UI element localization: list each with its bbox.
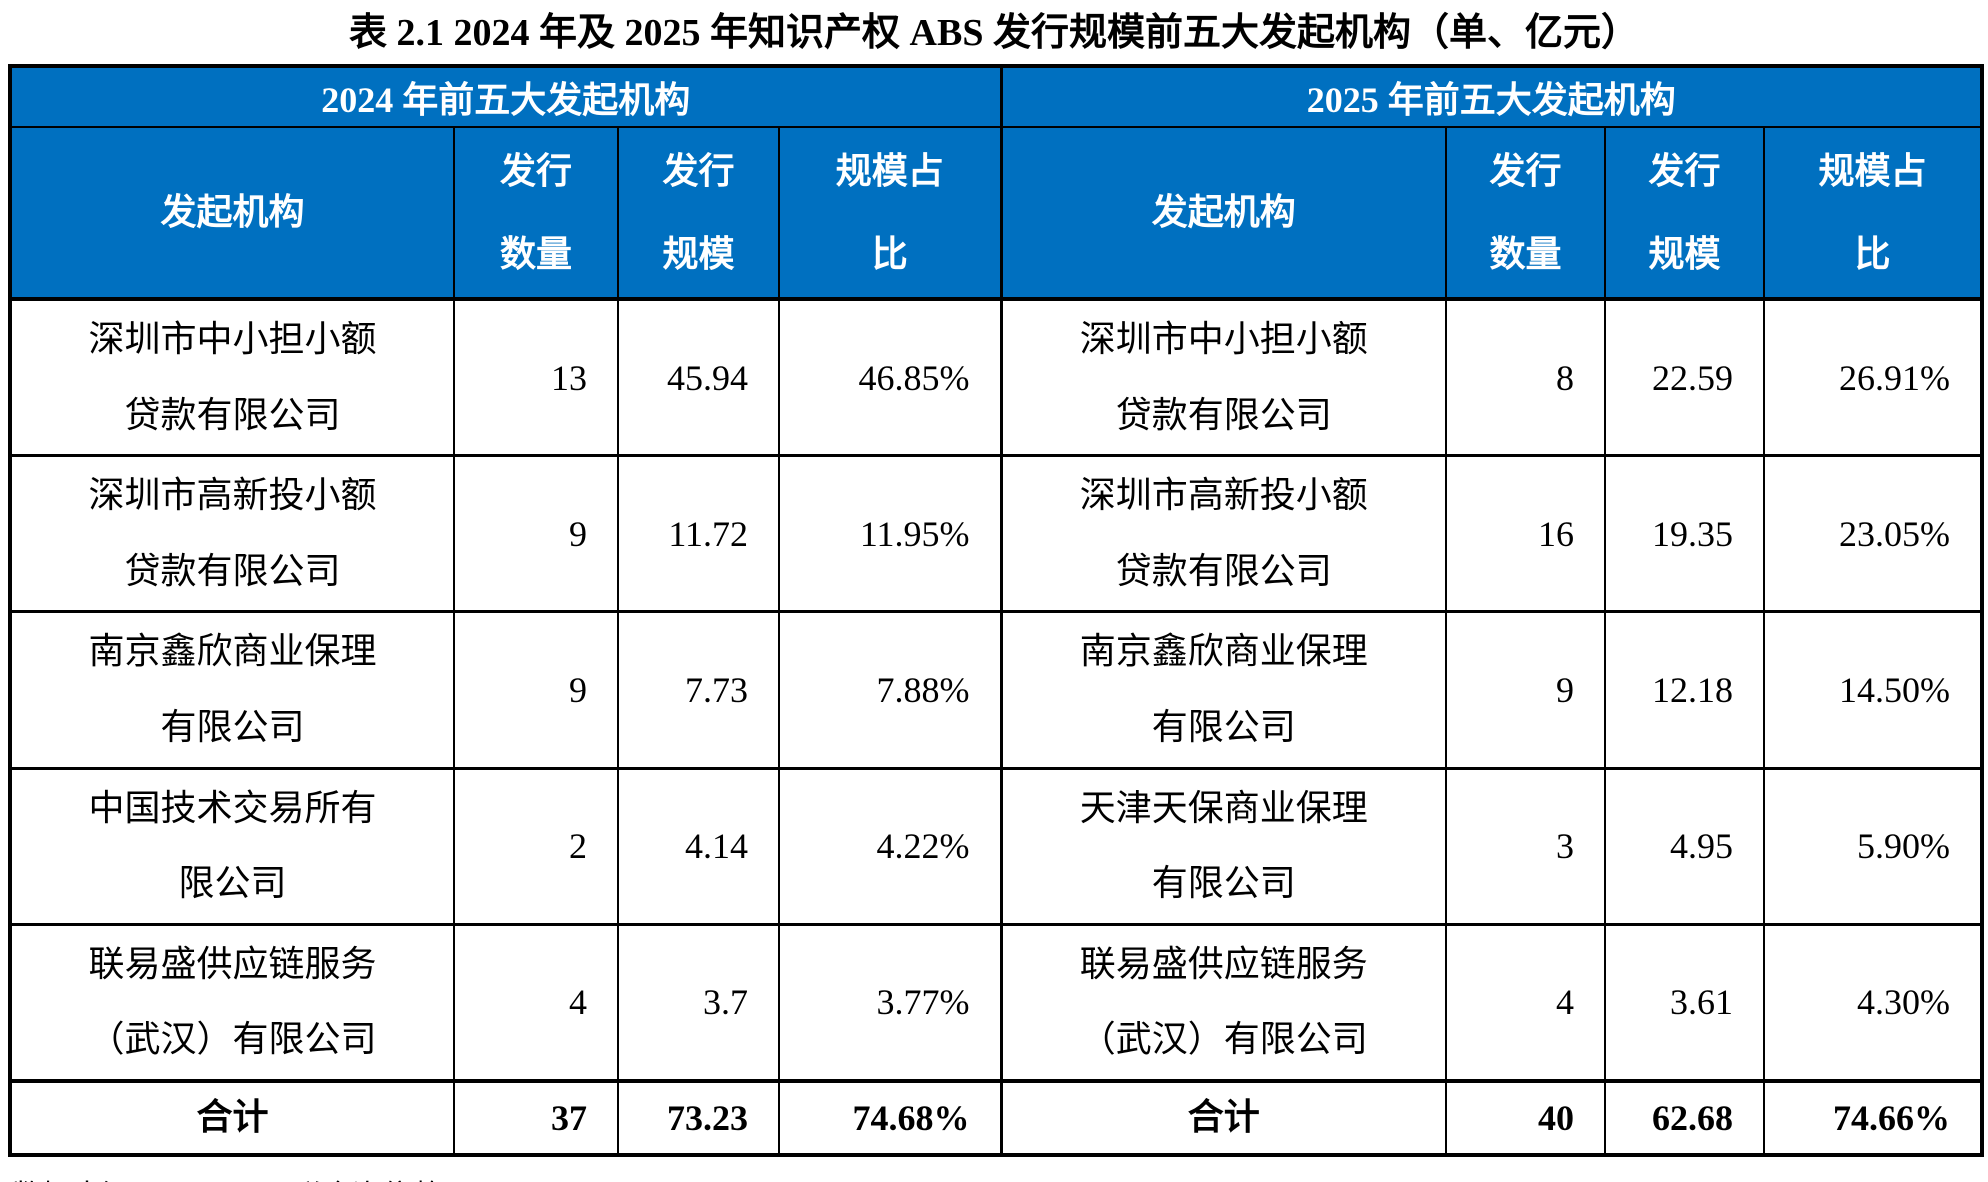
share-cell: 5.90%: [1763, 766, 1984, 926]
issue-scale-cell: 11.72: [617, 454, 780, 613]
total-count-2024: 37: [453, 1078, 619, 1156]
issue-count-cell: 9: [453, 454, 619, 613]
col-header-share-2025: 规模占 比: [1763, 126, 1984, 301]
table-row: 深圳市高新投小额 贷款有限公司 9 11.72 11.95% 深圳市高新投小额 …: [9, 454, 1984, 613]
issue-count-cell: 3: [1445, 766, 1607, 926]
issue-scale-cell: 4.95: [1604, 766, 1766, 926]
total-scale-2025: 62.68: [1604, 1078, 1766, 1156]
issue-scale-cell: 4.14: [617, 766, 780, 926]
total-count-2025: 40: [1445, 1078, 1607, 1156]
data-source-note: 数据来源：CNABS，联合资信整理: [0, 1171, 1988, 1182]
issue-count-cell: 2: [453, 766, 619, 926]
col-header-share-2024: 规模占 比: [777, 126, 1003, 301]
col-header-org-2024: 发起机构: [9, 126, 455, 301]
issue-count-cell: 9: [1445, 610, 1607, 770]
issue-count-cell: 9: [453, 610, 619, 770]
col-header-scale-2024: 发行 规模: [617, 126, 780, 301]
total-label-2025: 合计: [999, 1078, 1448, 1156]
col-header-scale-2025: 发行 规模: [1604, 126, 1766, 301]
issue-scale-cell: 19.35: [1604, 454, 1766, 613]
share-cell: 7.88%: [777, 610, 1003, 770]
group-header-2025: 2025 年前五大发起机构: [999, 65, 1984, 128]
issue-count-cell: 8: [1445, 297, 1607, 457]
group-header-row: 2024 年前五大发起机构 2025 年前五大发起机构: [8, 65, 1984, 128]
share-cell: 46.85%: [777, 297, 1003, 457]
table-row: 南京鑫欣商业保理 有限公司 9 7.73 7.88% 南京鑫欣商业保理 有限公司…: [9, 610, 1984, 770]
share-cell: 4.22%: [777, 766, 1003, 926]
org-cell: 深圳市中小担小额 贷款有限公司: [9, 297, 455, 457]
group-header-2024: 2024 年前五大发起机构: [8, 65, 1003, 128]
col-header-count-2024: 发行 数量: [453, 126, 619, 301]
share-cell: 3.77%: [777, 922, 1003, 1082]
total-row: 合计 37 73.23 74.68% 合计 40 62.68 74.66%: [9, 1078, 1984, 1156]
issue-scale-cell: 3.7: [617, 922, 780, 1082]
issue-scale-cell: 22.59: [1604, 297, 1766, 457]
issue-count-cell: 4: [1445, 922, 1607, 1082]
total-share-2024: 74.68%: [777, 1078, 1003, 1156]
org-cell: 联易盛供应链服务 （武汉）有限公司: [999, 922, 1448, 1082]
issue-scale-cell: 7.73: [617, 610, 780, 770]
org-cell: 深圳市中小担小额 贷款有限公司: [999, 297, 1448, 457]
share-cell: 4.30%: [1763, 922, 1984, 1082]
col-header-count-2025: 发行 数量: [1445, 126, 1607, 301]
total-scale-2024: 73.23: [617, 1078, 780, 1156]
share-cell: 11.95%: [777, 454, 1003, 613]
issue-scale-cell: 3.61: [1604, 922, 1766, 1082]
table-row: 中国技术交易所有 限公司 2 4.14 4.22% 天津天保商业保理 有限公司 …: [9, 766, 1984, 926]
org-cell: 联易盛供应链服务 （武汉）有限公司: [9, 922, 455, 1082]
share-cell: 23.05%: [1763, 454, 1984, 613]
total-label-2024: 合计: [9, 1078, 455, 1156]
column-header-row: 发起机构 发行 数量 发行 规模 规模占 比 发起机构 发行 数量 发行 规模 …: [9, 126, 1984, 301]
org-cell: 南京鑫欣商业保理 有限公司: [999, 610, 1448, 770]
col-header-org-2025: 发起机构: [999, 126, 1448, 301]
org-cell: 深圳市高新投小额 贷款有限公司: [999, 454, 1448, 613]
issue-count-cell: 13: [453, 297, 619, 457]
issue-count-cell: 4: [453, 922, 619, 1082]
abs-top-originators-table: 2024 年前五大发起机构 2025 年前五大发起机构 发起机构 发行 数量 发…: [8, 64, 1985, 1157]
issue-scale-cell: 12.18: [1604, 610, 1766, 770]
issue-count-cell: 16: [1445, 454, 1607, 613]
table-title: 表 2.1 2024 年及 2025 年知识产权 ABS 发行规模前五大发起机构…: [349, 12, 1639, 54]
table-row: 深圳市中小担小额 贷款有限公司 13 45.94 46.85% 深圳市中小担小额…: [9, 297, 1984, 457]
org-cell: 中国技术交易所有 限公司: [9, 766, 455, 926]
org-cell: 天津天保商业保理 有限公司: [999, 766, 1448, 926]
total-share-2025: 74.66%: [1763, 1078, 1984, 1156]
org-cell: 南京鑫欣商业保理 有限公司: [9, 610, 455, 770]
share-cell: 14.50%: [1763, 610, 1984, 770]
share-cell: 26.91%: [1763, 297, 1984, 457]
org-cell: 深圳市高新投小额 贷款有限公司: [9, 454, 455, 613]
table-row: 联易盛供应链服务 （武汉）有限公司 4 3.7 3.77% 联易盛供应链服务 （…: [9, 922, 1984, 1082]
issue-scale-cell: 45.94: [617, 297, 780, 457]
